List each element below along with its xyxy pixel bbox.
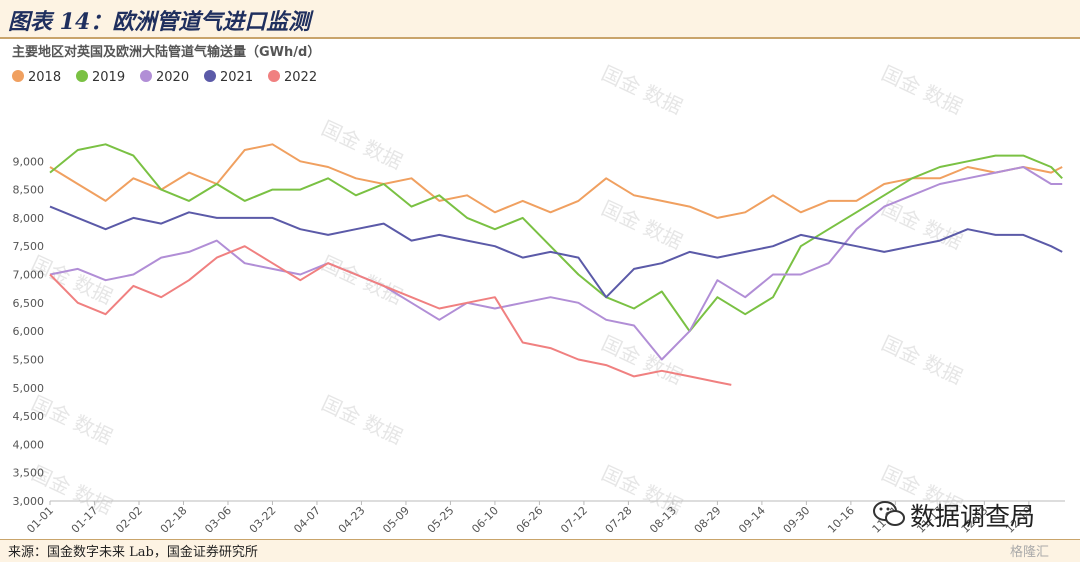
- legend-marker-2020: [140, 70, 152, 82]
- x-tick-label: 02-18: [158, 504, 190, 536]
- watermark-text: 国金 数据: [598, 331, 686, 389]
- footer: 来源：国金数字未来 Lab，国金证券研究所: [0, 539, 1080, 562]
- chart-area: 国金 数据 国金 数据 国金 数据 国金 数据 国金 数据 国金 数据 国金 数据 国金 数据…: [0, 38, 1080, 538]
- watermark-text: 国金 数据: [318, 251, 406, 309]
- legend-label-2019: 2019: [92, 70, 125, 85]
- watermark-text: 国金 数据: [878, 61, 966, 119]
- y-tick-label: 5,500: [13, 353, 45, 366]
- y-tick-label: 6,000: [13, 325, 45, 338]
- y-tick-label: 8,000: [13, 212, 45, 225]
- x-tick-label: 03-06: [202, 504, 234, 536]
- x-tick-label: 07-28: [603, 504, 635, 536]
- y-tick-label: 7,500: [13, 240, 45, 253]
- legend-label-2021: 2021: [220, 70, 253, 85]
- y-tick-label: 3,500: [13, 467, 45, 480]
- x-tick-label: 04-23: [336, 504, 368, 536]
- brand-name: 数据调查局: [910, 502, 1036, 531]
- series-line-2021: [49, 205, 1063, 299]
- legend-marker-2018: [12, 70, 24, 82]
- x-tick-label: 09-14: [736, 504, 768, 536]
- x-tick-label: 04-07: [291, 504, 323, 536]
- y-tick-label: 3,000: [13, 495, 45, 508]
- series-line-2018: [49, 143, 1063, 219]
- x-tick-label: 05-09: [380, 504, 412, 536]
- source-note: 来源：国金数字未来 Lab，国金证券研究所: [8, 545, 258, 560]
- title-bar: 图表 14：欧洲管道气进口监测: [0, 0, 1080, 39]
- y-tick-label: 6,500: [13, 297, 45, 310]
- x-tick-label: 05-25: [425, 504, 457, 536]
- x-tick-label: 01-01: [24, 504, 56, 536]
- x-tick-label: 10-16: [825, 504, 857, 536]
- series-line-2020: [49, 166, 1063, 361]
- y-tick-label: 4,500: [13, 410, 45, 423]
- watermark-text: 国金 数据: [598, 61, 686, 119]
- legend-marker-2021: [204, 70, 216, 82]
- watermark-text: 国金 数据: [318, 391, 406, 449]
- series-line-2022: [49, 245, 732, 386]
- legend-marker-2019: [76, 70, 88, 82]
- series-line-2019: [49, 143, 1063, 333]
- x-tick-label: 02-02: [113, 504, 145, 536]
- y-tick-label: 4,000: [13, 438, 45, 451]
- x-tick-label: 03-22: [247, 504, 279, 536]
- x-tick-label: 07-12: [558, 504, 590, 536]
- x-tick-label: 06-10: [469, 504, 501, 536]
- legend-label-2022: 2022: [284, 70, 317, 85]
- y-tick-label: 7,000: [13, 269, 45, 282]
- y-tick-label: 9,000: [13, 155, 45, 168]
- x-tick-label: 08-29: [692, 504, 724, 536]
- watermark-text: 国金 数据: [598, 196, 686, 254]
- y-tick-label: 8,500: [13, 184, 45, 197]
- chart-title: 主要地区对英国及欧洲大陆管道气输送量（GWh/d）: [12, 44, 320, 60]
- x-tick-label: 06-26: [514, 504, 546, 536]
- watermark-text: 国金 数据: [878, 331, 966, 389]
- x-tick-label: 09-30: [781, 504, 813, 536]
- watermark-text: 国金 数据: [318, 116, 406, 174]
- figure-title: 图表 14：欧洲管道气进口监测: [8, 9, 311, 35]
- y-tick-label: 5,000: [13, 382, 45, 395]
- legend-marker-2022: [268, 70, 280, 82]
- legend-label-2020: 2020: [156, 70, 189, 85]
- wechat-icon: [873, 501, 905, 526]
- brand-watermark: 数据调查局: [860, 495, 1075, 535]
- brand-tag: 格隆汇: [1010, 545, 1050, 560]
- legend-label-2018: 2018: [28, 70, 61, 85]
